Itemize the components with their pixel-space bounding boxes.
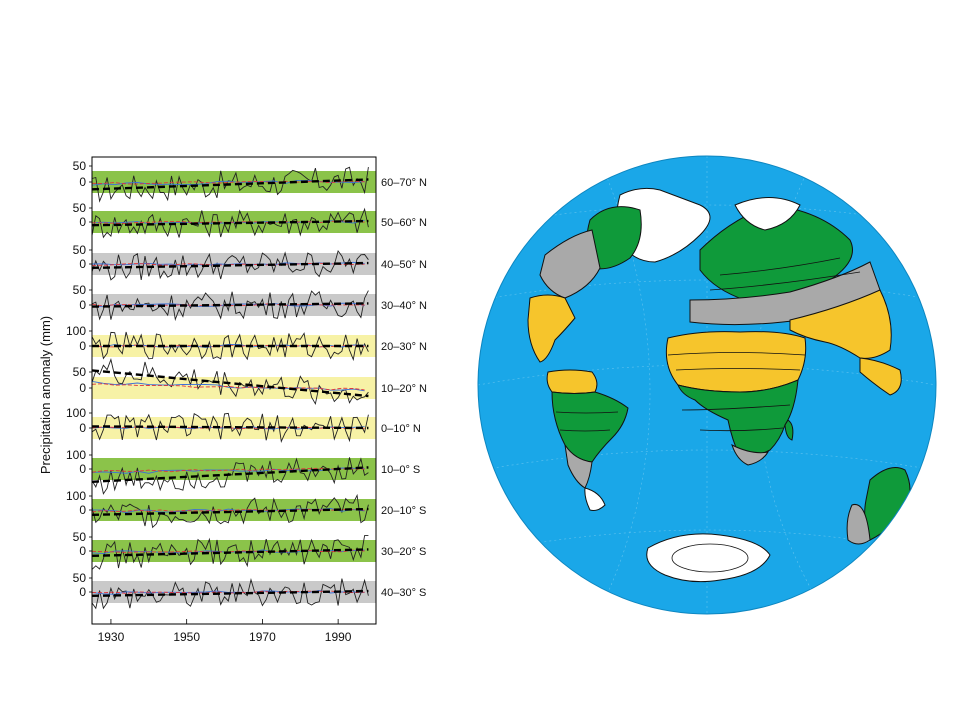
australia-gray	[846, 503, 871, 545]
india-yellow	[859, 357, 902, 396]
x-tick-label: 1930	[98, 630, 125, 644]
series-smoothed-red	[91, 508, 365, 513]
band-shading	[92, 540, 376, 562]
y-tick-label: 50	[73, 159, 87, 173]
series-smoothed-red	[91, 220, 365, 224]
y-tick-label: 50	[73, 530, 87, 544]
globe-outline	[477, 155, 937, 615]
south-america-gray	[564, 444, 593, 489]
y-tick-label: 100	[66, 324, 86, 338]
madagascar	[784, 419, 794, 441]
y-tick-label: 0	[79, 421, 86, 435]
series-smoothed-red	[91, 383, 365, 391]
band-label: 30–40° N	[381, 300, 427, 312]
y-tick-label: 0	[79, 585, 86, 599]
y-tick-label: 0	[79, 215, 86, 229]
series-raw-line	[91, 290, 369, 322]
series-raw-line	[91, 249, 369, 281]
band-label: 10–20° N	[381, 383, 427, 395]
series-smoothed-red	[91, 262, 365, 266]
series-raw-line	[91, 358, 369, 406]
south-africa-gray	[731, 444, 770, 466]
y-axis-label: Precipitation anomaly (mm)	[38, 316, 53, 474]
y-tick-label: 100	[66, 406, 86, 420]
series-smoothed-red	[91, 467, 365, 473]
trend-line	[91, 369, 369, 398]
series-smoothed-blue	[91, 180, 365, 186]
series-smoothed-red	[91, 180, 365, 185]
series-raw-line	[91, 535, 369, 570]
y-tick-label: 50	[73, 201, 87, 215]
x-tick-label: 1970	[249, 630, 276, 644]
series-raw-line	[91, 493, 369, 529]
y-tick-label: 100	[66, 489, 86, 503]
band-label: 40–30° S	[381, 587, 426, 599]
series-smoothed-red	[91, 590, 365, 594]
series-smoothed-blue	[91, 380, 365, 392]
arctic-white	[734, 197, 801, 231]
band-label: 20–10° S	[381, 505, 426, 517]
band-label: 30–20° S	[381, 546, 426, 558]
y-tick-label: 50	[73, 243, 87, 257]
y-tick-label: 0	[79, 544, 86, 558]
y-tick-label: 0	[79, 503, 86, 517]
trend-line	[91, 219, 369, 227]
band-label: 10–0° S	[381, 464, 420, 476]
x-tick-label: 1990	[325, 630, 352, 644]
trend-line	[91, 589, 369, 598]
y-tick-label: 0	[79, 462, 86, 476]
africa-yellow	[665, 331, 807, 393]
y-tick-label: 50	[73, 283, 87, 297]
band-label: 0–10° N	[381, 423, 421, 435]
y-tick-label: 0	[79, 381, 86, 395]
asia-yellow	[789, 289, 892, 359]
globe-contents	[478, 156, 936, 614]
antarctica	[646, 533, 771, 583]
y-tick-label: 100	[66, 448, 86, 462]
antarctica-inner	[671, 543, 749, 573]
y-tick-label: 0	[79, 298, 86, 312]
y-tick-label: 50	[73, 365, 87, 379]
plot-frame	[91, 156, 377, 625]
x-tick-label: 1950	[173, 630, 200, 644]
y-tick-label: 0	[79, 339, 86, 353]
trend-line	[91, 425, 369, 430]
band-label: 50–60° N	[381, 217, 427, 229]
north-america-yellow	[527, 294, 576, 363]
band-label: 40–50° N	[381, 259, 427, 271]
trend-line	[91, 548, 369, 557]
trend-line	[91, 178, 369, 191]
y-tick-label: 0	[79, 175, 86, 189]
trend-line	[91, 466, 369, 483]
patagonia-white	[584, 487, 606, 511]
trend-line	[91, 302, 369, 308]
series-raw-line	[91, 412, 369, 443]
band-label: 60–70° N	[381, 177, 427, 189]
latitude-band-lines	[555, 257, 861, 432]
y-tick-label: 50	[73, 571, 87, 585]
trend-line	[91, 261, 369, 270]
trend-line	[91, 507, 369, 516]
y-tick-label: 0	[79, 257, 86, 271]
south-america-yellow	[546, 369, 598, 394]
band-label: 20–30° N	[381, 341, 427, 353]
north-america-gray	[539, 229, 601, 299]
series-smoothed-red	[91, 549, 365, 553]
africa-green	[677, 379, 799, 458]
